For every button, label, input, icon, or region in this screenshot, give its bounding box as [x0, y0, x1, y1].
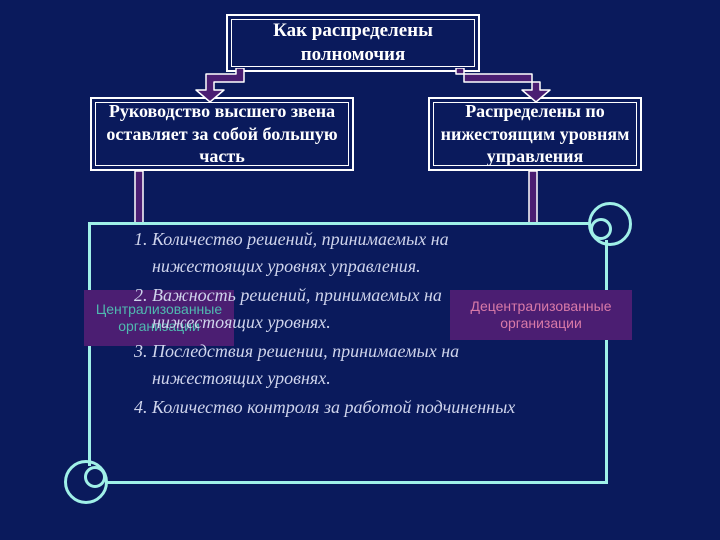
left-box: Руководство высшего звена оставляет за с… — [90, 97, 354, 171]
top-box-text: Как распределены полномочия — [238, 19, 468, 67]
list-item: Важность решений, принимаемых на нижесто… — [152, 282, 548, 336]
criteria-list: Количество решений, принимаемых на нижес… — [108, 226, 548, 423]
left-box-text: Руководство высшего звена оставляет за с… — [102, 100, 342, 168]
top-box: Как распределены полномочия — [226, 14, 480, 72]
list-item: Последствия решении, принимаемых на ниже… — [152, 338, 548, 392]
right-box: Распределены по нижестоящим уровням упра… — [428, 97, 642, 171]
arrow-top-left — [190, 68, 260, 102]
arrow-top-right — [448, 68, 558, 102]
right-box-text: Распределены по нижестоящим уровням упра… — [440, 100, 630, 168]
list-item: Количество решений, принимаемых на нижес… — [152, 226, 548, 280]
list-item: Количество контроля за работой подчиненн… — [152, 394, 548, 421]
